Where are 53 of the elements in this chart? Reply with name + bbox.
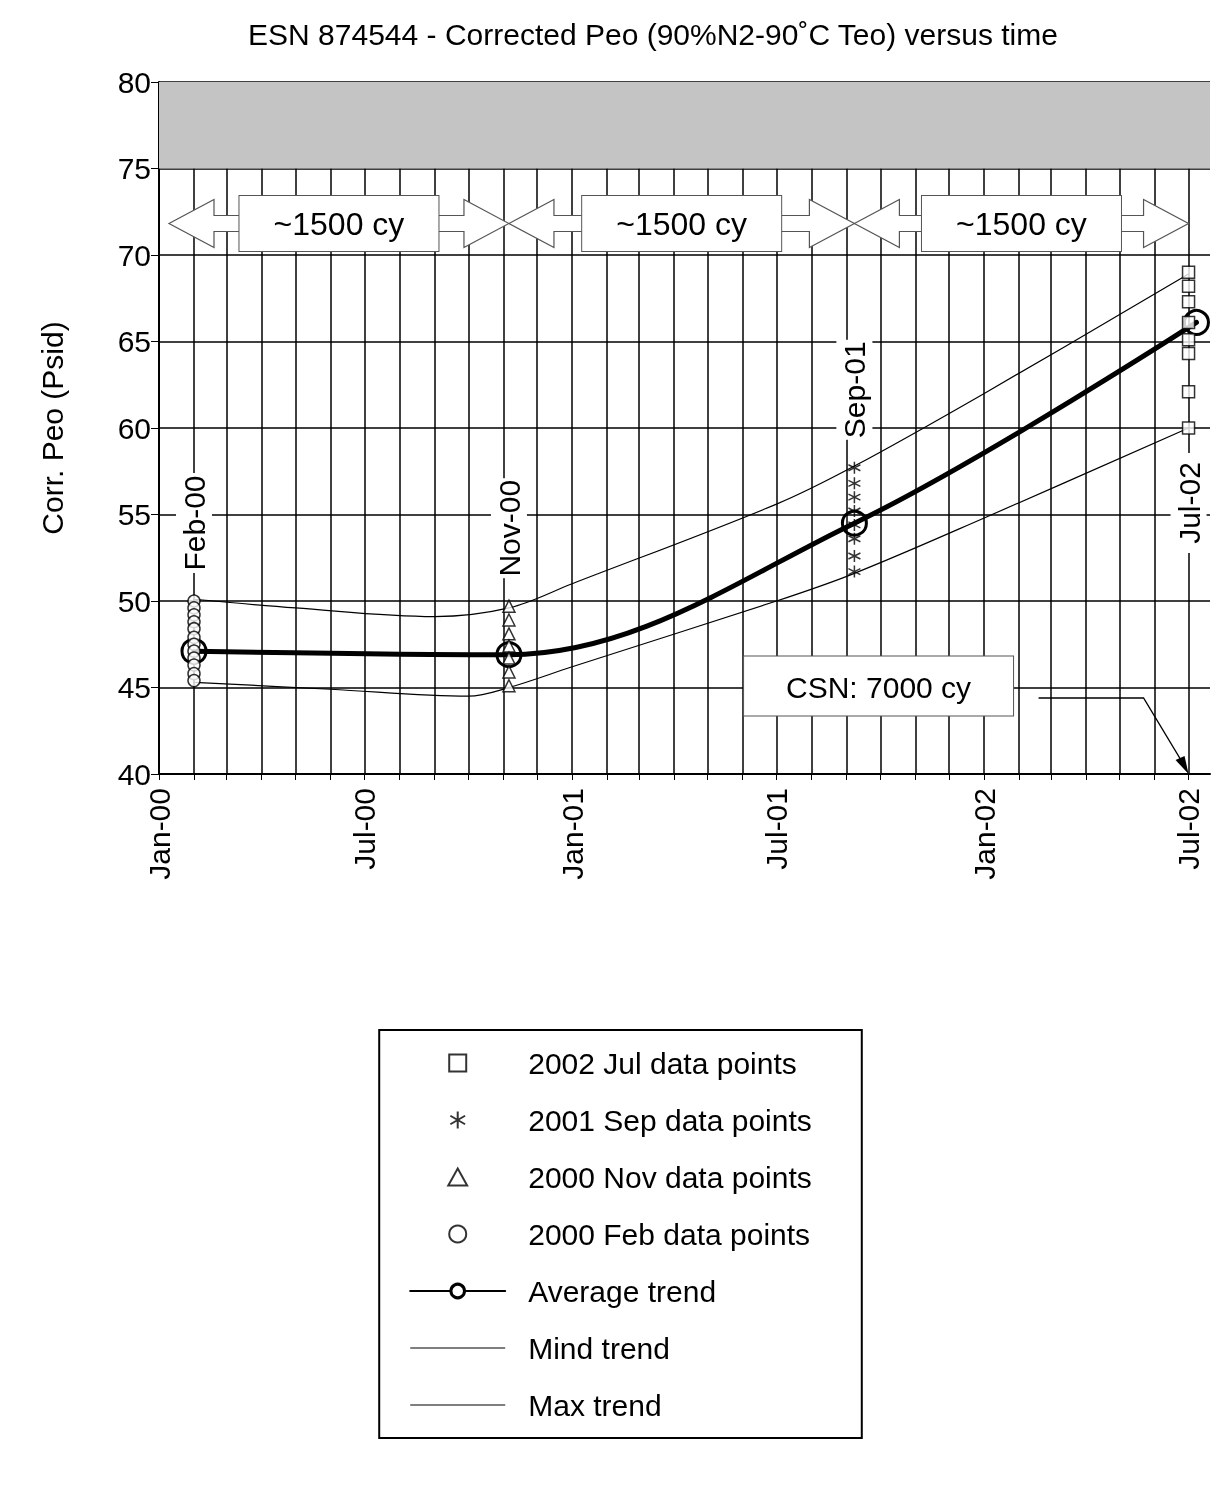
y-tick-label: 50 (117, 584, 151, 618)
point (1181, 384, 1196, 399)
point (847, 531, 862, 546)
legend-label: 2000 Nov data points (528, 1160, 812, 1194)
y-tick-label: 80 (117, 65, 151, 99)
point (1181, 315, 1196, 330)
point (180, 637, 208, 665)
annotation: CSN: 7000 cy (786, 671, 972, 704)
annotation: Sep-01 (838, 341, 872, 439)
legend-label: Average trend (528, 1274, 717, 1308)
point (847, 549, 862, 563)
annotation: Nov-00 (492, 479, 526, 577)
y-tick-label: 60 (117, 411, 151, 445)
point (1182, 308, 1210, 336)
x-tick-label: Jul-02 (1172, 788, 1206, 870)
annotation: ~1500 cy (956, 205, 1087, 242)
point (1181, 265, 1196, 280)
annotation: ~1500 cy (616, 205, 748, 242)
point (502, 679, 516, 693)
chart-title: ESN 874544 - Corrected Peo (90%N2-90˚C Teo) versus time (248, 17, 1058, 51)
y-tick-label: 45 (117, 671, 151, 704)
x-tick-label: Jul-01 (760, 788, 793, 870)
point (1181, 279, 1196, 293)
legend-label: 2002 Jul data points (528, 1046, 797, 1080)
annotation: ~1500 cy (273, 205, 405, 242)
point (847, 476, 862, 491)
y-tick-label: 55 (117, 498, 151, 531)
x-tick-label: Jan-00 (142, 788, 176, 880)
point (187, 673, 201, 688)
point (1181, 421, 1196, 435)
x-tick-label: Jan-02 (967, 788, 1001, 880)
y-tick-label: 40 (117, 757, 151, 791)
legend-label: 2000 Feb data points (528, 1217, 811, 1251)
point (495, 641, 523, 669)
point (847, 504, 862, 518)
legend-label: Mind trend (528, 1331, 670, 1365)
point (840, 509, 868, 537)
point (1181, 333, 1196, 347)
y-tick-label: 75 (117, 152, 151, 185)
point (1181, 346, 1196, 361)
legend-label: Max trend (528, 1388, 662, 1422)
point (1181, 294, 1196, 309)
y-tick-label: 70 (117, 238, 151, 272)
x-tick-label: Jul-00 (347, 788, 381, 870)
annotation: Feb-00 (178, 475, 211, 571)
legend-label: 2001 Sep data points (528, 1103, 812, 1137)
x-tick-label: Jan-01 (555, 788, 589, 880)
point (847, 490, 862, 504)
annotation: Jul-02 (1172, 462, 1206, 544)
y-axis-title: Corr. Peo (Psid) (35, 321, 69, 535)
point (847, 461, 862, 475)
point (847, 564, 862, 579)
y-tick-label: 65 (117, 325, 151, 358)
